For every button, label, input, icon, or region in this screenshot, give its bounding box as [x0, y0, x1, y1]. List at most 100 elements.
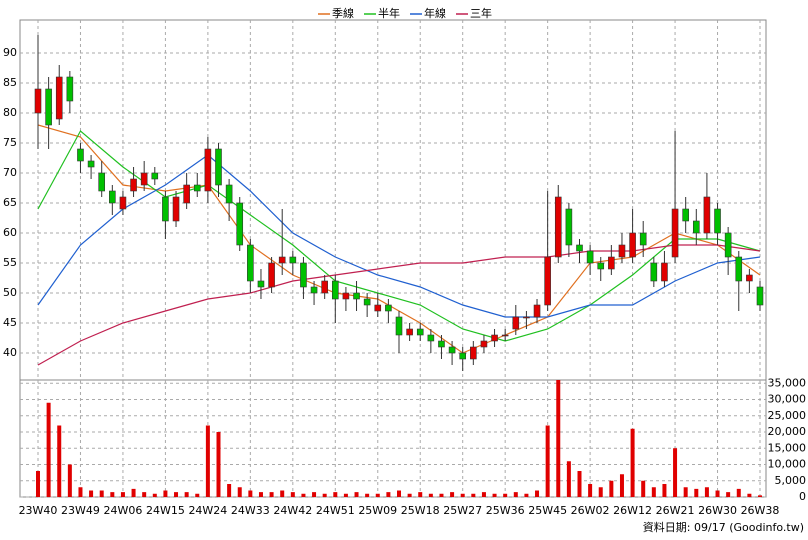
volume-bar	[418, 492, 423, 497]
candle-body	[151, 172, 159, 180]
candle-body	[597, 262, 605, 270]
x-tick-label: 23W49	[61, 504, 100, 517]
volume-bar	[683, 487, 688, 497]
candle-body	[300, 262, 307, 288]
candle-body	[342, 292, 350, 300]
candle-body	[650, 262, 658, 282]
volume-tick-label: 5,000	[775, 474, 807, 487]
volume-bar	[386, 492, 391, 497]
volume-bar	[736, 488, 741, 497]
volume-bar	[120, 492, 125, 497]
candle-body	[140, 172, 148, 186]
y-tick-label: 60	[3, 226, 17, 239]
volume-bar	[36, 471, 40, 497]
candle-body	[385, 304, 392, 312]
volume-bar	[110, 492, 115, 497]
volume-bar	[556, 380, 561, 497]
candle-body	[406, 328, 413, 336]
volume-bar	[630, 428, 635, 497]
x-tick-label: 24W33	[231, 504, 270, 517]
candle-body	[416, 328, 424, 336]
candle-body	[268, 262, 275, 288]
candle-body	[491, 334, 498, 342]
y-tick-label: 45	[3, 316, 17, 329]
x-tick-label: 25W09	[358, 504, 397, 517]
candle-body	[438, 340, 445, 348]
volume-bar	[407, 493, 412, 497]
volume-bar	[673, 448, 678, 497]
x-tick-label: 26W02	[571, 504, 610, 517]
candle-body	[183, 184, 190, 204]
volume-bar	[227, 484, 232, 497]
candle-body	[629, 232, 636, 258]
x-tick-label: 25W36	[486, 504, 525, 517]
volume-tick-label: 25,000	[768, 409, 807, 422]
volume-bar	[237, 487, 242, 497]
candle-body	[544, 256, 551, 306]
volume-bar	[662, 484, 667, 497]
candle-body	[55, 76, 63, 120]
candle-body	[289, 256, 297, 264]
candle-body	[682, 208, 689, 222]
candle-body	[66, 76, 74, 102]
volume-bar	[174, 492, 179, 497]
footnote: 資料日期: 09/17 (Goodinfo.tw)	[643, 520, 804, 534]
x-tick-label: 26W30	[698, 504, 737, 517]
volume-bar	[471, 493, 476, 497]
volume-bar	[747, 493, 752, 497]
candle-body	[554, 196, 562, 258]
candle-body	[459, 352, 467, 360]
volume-bar	[152, 493, 157, 497]
legend-label: 年線	[424, 6, 446, 20]
candle-body	[576, 244, 583, 252]
volume-bar	[726, 492, 731, 497]
volume-bar	[577, 471, 582, 497]
ma-line	[37, 154, 761, 318]
volume-bar	[566, 461, 571, 497]
candle-body	[45, 88, 52, 126]
candle-body	[639, 232, 647, 246]
candle-body	[130, 178, 137, 192]
volume-bar	[163, 490, 168, 497]
legend-label: 季線	[332, 6, 354, 20]
volume-bar	[195, 493, 200, 497]
x-tick-label: 23W40	[19, 504, 58, 517]
volume-bar	[619, 474, 624, 497]
candle-body	[565, 208, 573, 246]
volume-bar	[258, 492, 263, 497]
candle-body	[661, 262, 668, 282]
x-tick-label: 24W42	[273, 504, 312, 517]
volume-bar	[142, 492, 147, 497]
x-tick-label: 24W06	[104, 504, 143, 517]
candle-body	[671, 208, 679, 258]
volume-bar	[397, 490, 401, 497]
candle-body	[374, 304, 382, 312]
volume-bar	[758, 495, 762, 497]
volume-bar	[641, 480, 646, 497]
x-tick-label: 24W24	[188, 504, 227, 517]
x-tick-label: 25W18	[401, 504, 440, 517]
volume-tick-label: 15,000	[768, 441, 807, 454]
candle-body	[470, 346, 477, 360]
volume-bar	[89, 490, 94, 497]
volume-bar	[205, 425, 210, 497]
y-tick-label: 75	[3, 136, 17, 149]
ma-line	[37, 130, 761, 342]
volume-bar	[439, 493, 444, 497]
volume-bar	[524, 493, 529, 497]
volume-bar	[428, 493, 433, 497]
volume-bar	[248, 490, 253, 497]
volume-bar	[280, 490, 285, 497]
candle-body	[512, 316, 520, 330]
volume-bar	[301, 493, 306, 497]
candle-body	[172, 196, 180, 222]
volume-tick-label: 30,000	[768, 393, 807, 406]
x-tick-label: 26W21	[656, 504, 695, 517]
candle-body	[395, 316, 403, 336]
x-tick-label: 25W27	[443, 504, 482, 517]
candle-body	[257, 280, 265, 288]
volume-tick-label: 0	[799, 490, 806, 503]
candle-body	[34, 88, 42, 114]
candle-body	[98, 172, 106, 192]
candle-body	[193, 184, 201, 192]
